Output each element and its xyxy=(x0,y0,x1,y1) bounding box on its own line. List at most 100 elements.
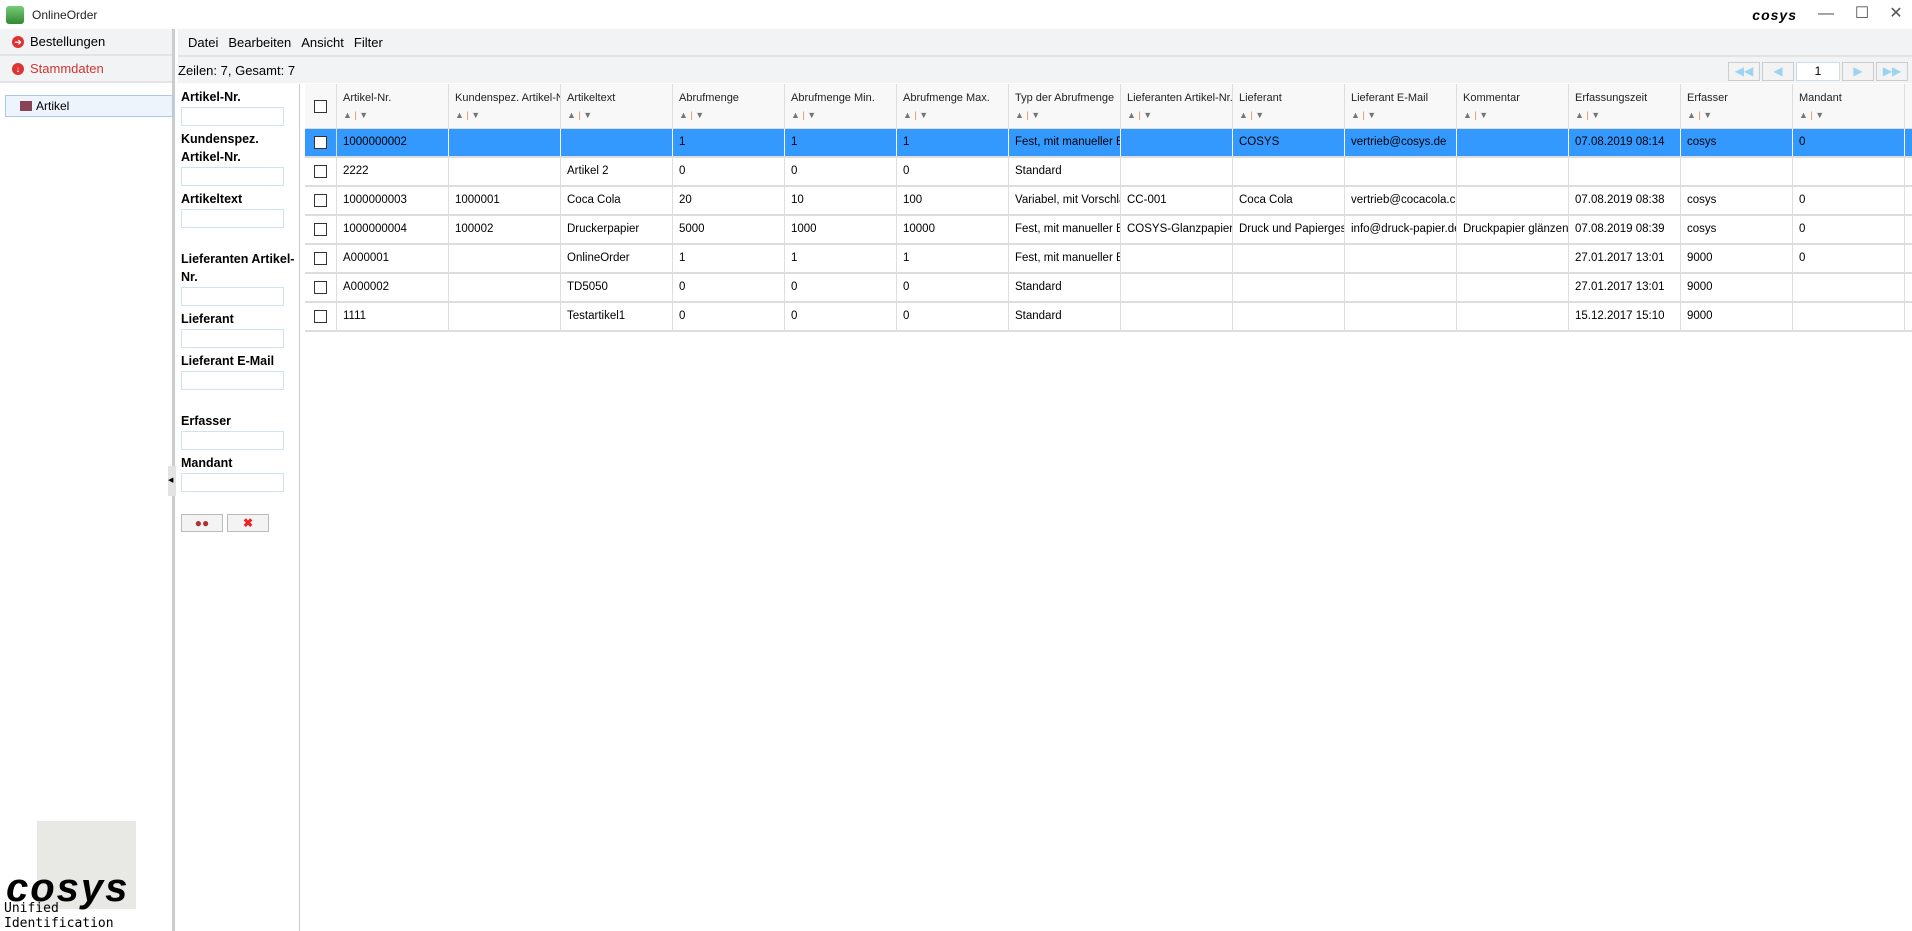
sort-asc-icon[interactable]: ▲ xyxy=(1239,110,1248,120)
sort-asc-icon[interactable]: ▲ xyxy=(1127,110,1136,120)
table-cell xyxy=(1121,129,1233,156)
sort-desc-icon[interactable]: ▼ xyxy=(695,110,705,120)
sort-desc-icon[interactable]: ▼ xyxy=(583,110,593,120)
select-all-checkbox[interactable] xyxy=(314,99,327,113)
row-checkbox[interactable] xyxy=(314,165,327,178)
filter-kundenspez-artikel-nr[interactable] xyxy=(181,167,284,186)
clear-filter-button[interactable]: ✖ xyxy=(227,514,269,532)
table-cell xyxy=(1457,245,1569,272)
sort-desc-icon[interactable]: ▼ xyxy=(1815,110,1825,120)
sort-desc-icon[interactable]: ▼ xyxy=(1703,110,1713,120)
sort-asc-icon[interactable]: ▲ xyxy=(567,110,576,120)
sort-desc-icon[interactable]: ▼ xyxy=(1143,110,1153,120)
cosys-logo: cosys xyxy=(1752,7,1797,23)
column-header[interactable]: Artikel-Nr. ▲ | ▼ xyxy=(337,84,449,128)
column-title: Kundenspez. Artikel-Nr. xyxy=(455,92,561,104)
column-header[interactable]: Abrufmenge ▲ | ▼ xyxy=(673,84,785,128)
sort-desc-icon[interactable]: ▼ xyxy=(807,110,817,120)
table-cell xyxy=(1457,129,1569,156)
collapse-panel-handle[interactable]: ◀ xyxy=(168,466,176,496)
sort-desc-icon[interactable]: ▼ xyxy=(1367,110,1377,120)
minimize-button[interactable]: — xyxy=(1818,5,1834,22)
maximize-button[interactable]: ☐ xyxy=(1854,5,1870,22)
filter-lieferanten-artikel-nr[interactable] xyxy=(181,287,284,306)
filter-lieferant-email[interactable] xyxy=(181,371,284,390)
row-checkbox[interactable] xyxy=(314,223,327,236)
table-cell: 0 xyxy=(1793,216,1905,243)
menu-ansicht[interactable]: Ansicht xyxy=(301,34,344,50)
column-header[interactable]: Abrufmenge Min. ▲ | ▼ xyxy=(785,84,897,128)
sort-desc-icon[interactable]: ▼ xyxy=(1031,110,1041,120)
last-page-button[interactable]: ▶▶ xyxy=(1876,62,1908,81)
row-checkbox[interactable] xyxy=(314,310,327,323)
sort-asc-icon[interactable]: ▲ xyxy=(1351,110,1360,120)
table-cell: 20 xyxy=(673,187,785,214)
search-button[interactable]: ●● xyxy=(181,514,223,532)
column-header[interactable]: Artikeltext ▲ | ▼ xyxy=(561,84,673,128)
prev-page-button[interactable]: ◀ xyxy=(1762,62,1794,81)
sort-desc-icon[interactable]: ▼ xyxy=(471,110,481,120)
table-cell: Druckpapier glänzend xyxy=(1457,216,1569,243)
column-header[interactable]: Erfasser ▲ | ▼ xyxy=(1681,84,1793,128)
column-header[interactable]: Abrufmenge Max. ▲ | ▼ xyxy=(897,84,1009,128)
sort-asc-icon[interactable]: ▲ xyxy=(455,110,464,120)
sort-asc-icon[interactable]: ▲ xyxy=(343,110,352,120)
sort-asc-icon[interactable]: ▲ xyxy=(903,110,912,120)
table-cell xyxy=(1793,303,1905,330)
nav-bestellungen[interactable]: ➜ Bestellungen xyxy=(0,29,172,56)
column-header[interactable]: Kundenspez. Artikel-Nr. ▲ | ▼ xyxy=(449,84,561,128)
sort-asc-icon[interactable]: ▲ xyxy=(1687,110,1696,120)
menu-datei[interactable]: Datei xyxy=(188,34,219,50)
table-cell xyxy=(449,303,561,330)
table-cell: 0 xyxy=(785,158,897,185)
row-checkbox[interactable] xyxy=(314,252,327,265)
close-button[interactable]: ✕ xyxy=(1889,5,1903,22)
sort-desc-icon[interactable]: ▼ xyxy=(1255,110,1265,120)
table-cell: 0 xyxy=(785,274,897,301)
sort-asc-icon[interactable]: ▲ xyxy=(791,110,800,120)
nav-stammdaten[interactable]: ↓ Stammdaten xyxy=(0,56,172,83)
table-row[interactable]: 1000000004 100002 Druckerpapier 5000 1000 100… xyxy=(305,216,1912,245)
row-checkbox[interactable] xyxy=(314,194,327,207)
filter-artikeltext[interactable] xyxy=(181,209,284,228)
column-header[interactable]: Mandant ▲ | ▼ xyxy=(1793,84,1905,128)
column-header[interactable]: Lieferant ▲ | ▼ xyxy=(1233,84,1345,128)
column-header[interactable]: Lieferant E-Mail ▲ | ▼ xyxy=(1345,84,1457,128)
table-row[interactable]: 1000000003 1000001 Coca Cola 20 10 100 Variabe… xyxy=(305,187,1912,216)
sort-asc-icon[interactable]: ▲ xyxy=(1575,110,1584,120)
table-row[interactable]: 2222 Artikel 2 0 0 0 Standard xyxy=(305,158,1912,187)
tree-item-artikel[interactable]: Artikel xyxy=(5,95,173,117)
sort-asc-icon[interactable]: ▲ xyxy=(1463,110,1472,120)
table-cell: 1000000003 xyxy=(337,187,449,214)
filter-lieferant[interactable] xyxy=(181,329,284,348)
table-row[interactable]: 1000000002 1 1 1 Fest, mit manueller Be COSYS… xyxy=(305,129,1912,158)
column-header[interactable]: Erfassungszeit ▲ | ▼ xyxy=(1569,84,1681,128)
first-page-button[interactable]: ◀◀ xyxy=(1728,62,1760,81)
sort-asc-icon[interactable]: ▲ xyxy=(1799,110,1808,120)
filter-erfasser[interactable] xyxy=(181,431,284,450)
filter-artikel-nr[interactable] xyxy=(181,107,284,126)
table-row[interactable]: 1111 Testartikel1 0 0 0 Standard 15.12.2017 15… xyxy=(305,303,1912,332)
table-cell: 1 xyxy=(673,245,785,272)
menu-filter[interactable]: Filter xyxy=(353,34,383,50)
sort-desc-icon[interactable]: ▼ xyxy=(1591,110,1601,120)
row-checkbox[interactable] xyxy=(314,281,327,294)
column-header[interactable]: Lieferanten Artikel-Nr. ▲ | ▼ xyxy=(1121,84,1233,128)
next-page-button[interactable]: ▶ xyxy=(1842,62,1874,81)
sort-desc-icon[interactable]: ▼ xyxy=(919,110,929,120)
column-header[interactable]: Typ der Abrufmenge ▲ | ▼ xyxy=(1009,84,1121,128)
table-cell xyxy=(1457,158,1569,185)
menu-bearbeiten[interactable]: Bearbeiten xyxy=(228,34,292,50)
sort-desc-icon[interactable]: ▼ xyxy=(359,110,369,120)
sort-asc-icon[interactable]: ▲ xyxy=(679,110,688,120)
sort-asc-icon[interactable]: ▲ xyxy=(1015,110,1024,120)
column-header[interactable]: Kommentar ▲ | ▼ xyxy=(1457,84,1569,128)
table-cell: COSYS xyxy=(1233,129,1345,156)
filter-mandant[interactable] xyxy=(181,473,284,492)
table-row[interactable]: A000002 TD5050 0 0 0 Standard 27.01.2017 13:01… xyxy=(305,274,1912,303)
table-cell: 1 xyxy=(673,129,785,156)
page-input[interactable]: 1 xyxy=(1796,62,1840,81)
table-row[interactable]: A000001 OnlineOrder 1 1 1 Fest, mit manueller… xyxy=(305,245,1912,274)
row-checkbox[interactable] xyxy=(314,136,327,149)
sort-desc-icon[interactable]: ▼ xyxy=(1479,110,1489,120)
